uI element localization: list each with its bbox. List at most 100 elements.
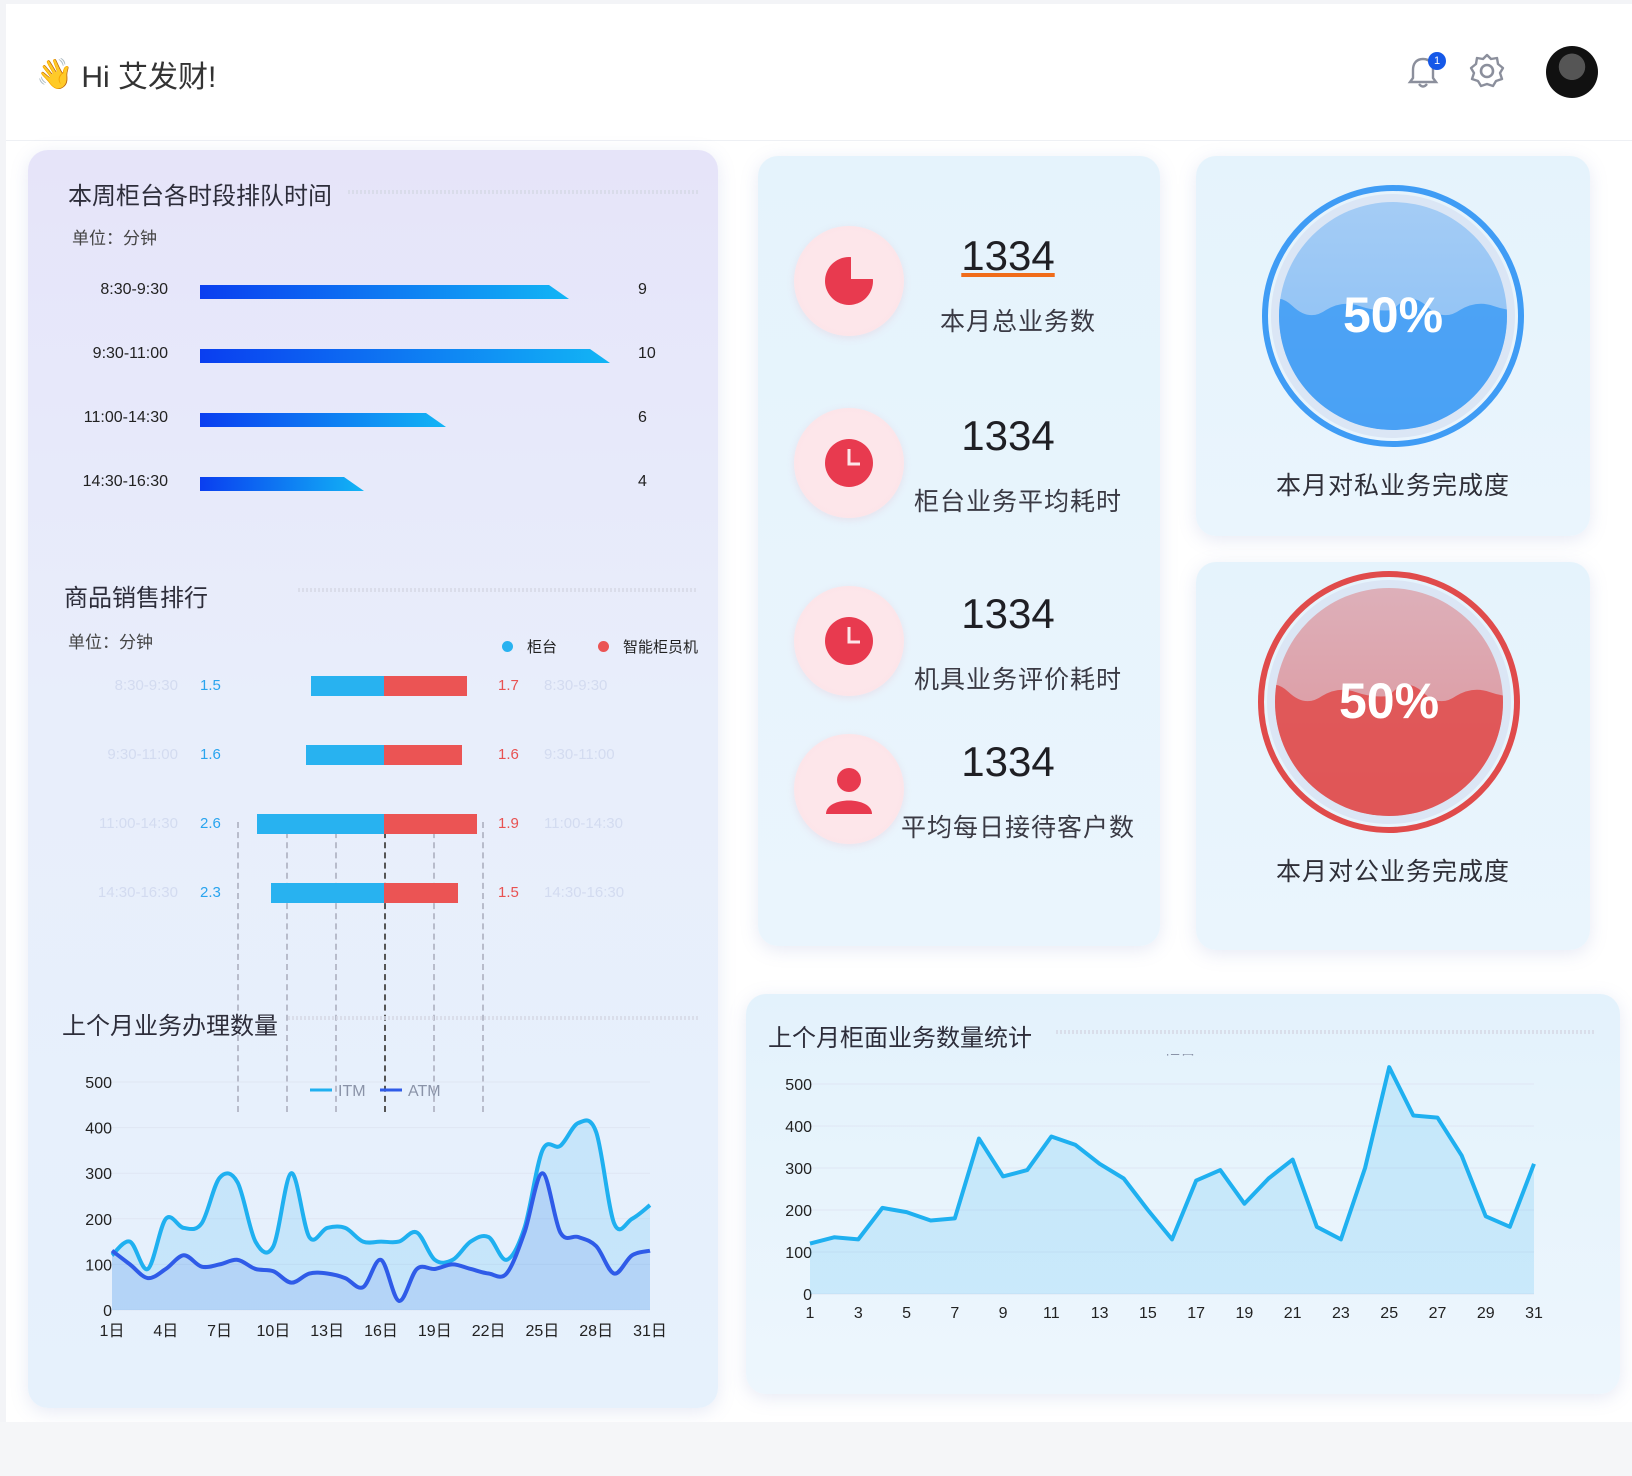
y-tick-label: 300 bbox=[785, 1161, 812, 1178]
sales-row-label-left: 9:30-11:00 bbox=[107, 746, 178, 763]
sales-row-value-right: 1.9 bbox=[498, 815, 519, 832]
monthly-line-chart: 0 100 200 300 400 500 1日 4日 7日 10日 13日 16日 19日 22日 25日… bbox=[85, 1075, 667, 1340]
stat-label: 机具业务评价耗时 bbox=[913, 666, 1122, 694]
queue-unit: 单位：分钟 bbox=[72, 229, 157, 248]
queue-row: 14:30-16:30 4 bbox=[28, 468, 718, 498]
queue-row: 8:30-9:30 9 bbox=[28, 276, 718, 306]
legend-label-atm: 智能柜员机 bbox=[623, 639, 699, 656]
x-tick-label: 25日 bbox=[525, 1323, 559, 1340]
sales-grid-line bbox=[433, 822, 435, 1112]
stat-label: 本月总业务数 bbox=[939, 308, 1096, 336]
sales-row-label-left: 8:30-9:30 bbox=[114, 677, 178, 694]
queue-row-value: 10 bbox=[638, 345, 656, 362]
legend-label: ATM bbox=[408, 1083, 441, 1100]
gauge-liquid bbox=[1275, 684, 1503, 816]
legend-label: ITM bbox=[338, 1083, 366, 1100]
queue-title: 本周柜台各时段排队时间 bbox=[68, 183, 332, 210]
greeting-text: Hi 艾发财! bbox=[81, 61, 217, 94]
sales-row-value-right: 1.5 bbox=[498, 884, 519, 901]
sales-row: 14:30-16:30 2.3 1.5 14:30-16:30 bbox=[28, 881, 718, 905]
legend-dot-counter bbox=[502, 641, 513, 652]
sales-bar-atm bbox=[384, 814, 478, 834]
y-tick-label: 400 bbox=[785, 1119, 812, 1136]
sales-row-label-right: 8:30-9:30 bbox=[544, 677, 608, 694]
y-tick-label: 200 bbox=[85, 1212, 112, 1229]
queue-row-label: 9:30-11:00 bbox=[92, 345, 168, 362]
sales-row-label-right: 9:30-11:00 bbox=[544, 746, 615, 763]
x-tick-label: 25 bbox=[1380, 1305, 1398, 1322]
stat-total-business: 1334 本月总业务数 bbox=[758, 226, 1160, 376]
stat-value: 1334 bbox=[961, 590, 1055, 637]
greeting: 👋 Hi 艾发财! bbox=[36, 52, 216, 96]
user-avatar[interactable] bbox=[1546, 46, 1598, 98]
x-tick-label: 27 bbox=[1429, 1305, 1447, 1322]
counter-line-chart: 0100200300400500600135791113151719212325… bbox=[785, 1054, 1543, 1322]
gauge-outer-ring bbox=[1262, 185, 1524, 447]
x-tick-label: 23 bbox=[1332, 1305, 1350, 1322]
gauge-percent: 50% bbox=[1342, 287, 1444, 343]
x-tick-label: 13 bbox=[1091, 1305, 1109, 1322]
x-tick-label: 21 bbox=[1284, 1305, 1302, 1322]
counter-title-divider bbox=[1056, 1030, 1596, 1034]
x-tick-label: 17 bbox=[1187, 1305, 1205, 1322]
sales-row-value-left: 2.3 bbox=[200, 884, 221, 901]
page-footer bbox=[0, 1422, 1632, 1476]
y-tick-label: 400 bbox=[85, 1121, 112, 1138]
queue-row-value: 6 bbox=[638, 409, 647, 426]
queue-title-divider bbox=[348, 190, 698, 194]
queue-row-label: 8:30-9:30 bbox=[100, 281, 168, 298]
series-area bbox=[810, 1067, 1534, 1294]
queue-row-value: 9 bbox=[638, 281, 647, 298]
queue-row-value: 4 bbox=[638, 473, 647, 490]
sales-row-value-left: 2.6 bbox=[200, 815, 221, 832]
x-tick-label: 5 bbox=[902, 1305, 911, 1322]
sales-grid-line bbox=[335, 822, 337, 1112]
x-tick-label: 31 bbox=[1525, 1305, 1543, 1322]
sales-bar-counter bbox=[256, 814, 384, 834]
y-tick-label: 100 bbox=[85, 1257, 112, 1274]
sales-bar-atm bbox=[384, 676, 468, 696]
notification-badge: 1 bbox=[1428, 52, 1446, 70]
left-panel: 本周柜台各时段排队时间 单位：分钟 8:30-9:30 9 9:30-11:00 10… bbox=[28, 150, 718, 1408]
stat-icon-circle bbox=[794, 586, 904, 696]
sales-bar-counter bbox=[271, 883, 384, 903]
monthly-title-divider bbox=[288, 1016, 698, 1020]
stat-icon-circle bbox=[794, 734, 904, 844]
user-icon bbox=[826, 768, 872, 814]
stat-label: 平均每日接待客户数 bbox=[900, 814, 1135, 842]
sales-row-value-left: 1.6 bbox=[200, 746, 221, 763]
queue-row: 9:30-11:00 10 bbox=[28, 340, 718, 370]
x-tick-label: 10日 bbox=[256, 1323, 290, 1340]
x-tick-label: 19 bbox=[1236, 1305, 1254, 1322]
sales-title-divider bbox=[298, 588, 698, 592]
stat-daily-customers: 1334 平均每日接待客户数 bbox=[758, 734, 1160, 884]
x-tick-label: 11 bbox=[1043, 1305, 1060, 1322]
public-completion-gauge bbox=[1258, 571, 1520, 833]
stats-panel: 1334 本月总业务数 1334 柜台业务平均耗时 1334 机具业务评价耗时 bbox=[758, 156, 1160, 946]
y-tick-label: 0 bbox=[103, 1303, 112, 1320]
sales-row: 9:30-11:00 1.6 1.6 9:30-11:00 bbox=[28, 743, 718, 767]
queue-row-bar bbox=[200, 413, 446, 427]
clock-icon bbox=[825, 439, 873, 487]
stat-machine-eval-time: 1334 机具业务评价耗时 bbox=[758, 586, 1160, 736]
legend-label: 柜台 bbox=[1164, 1054, 1196, 1058]
private-completion-panel: 50% 本月对私业务完成度 bbox=[1196, 156, 1590, 536]
gear-icon[interactable] bbox=[1468, 52, 1506, 90]
sales-grid-line bbox=[482, 822, 484, 1112]
monthly-title: 上个月业务办理数量 bbox=[62, 1013, 278, 1040]
x-tick-label: 7日 bbox=[207, 1323, 232, 1340]
public-completion-panel: 50% 本月对公业务完成度 bbox=[1196, 562, 1590, 950]
queue-row: 11:00-14:30 6 bbox=[28, 404, 718, 434]
sales-grid-line bbox=[286, 822, 288, 1112]
x-tick-label: 16日 bbox=[364, 1323, 398, 1340]
y-tick-label: 500 bbox=[85, 1075, 112, 1092]
gauge-outer-ring bbox=[1258, 571, 1520, 833]
x-tick-label: 4日 bbox=[153, 1323, 178, 1340]
y-tick-label: 200 bbox=[785, 1203, 812, 1220]
x-tick-label: 22日 bbox=[472, 1323, 506, 1340]
gauge-label: 本月对公业务完成度 bbox=[1275, 858, 1510, 886]
x-tick-label: 9 bbox=[999, 1305, 1008, 1322]
dashboard-page: 👋 Hi 艾发财! 1 本周柜台各时段排队时间 单位：分钟 8:30-9:30 9… bbox=[6, 4, 1632, 1422]
notification-bell-icon[interactable]: 1 bbox=[1406, 52, 1446, 90]
sales-row-label-left: 14:30-16:30 bbox=[97, 884, 178, 901]
